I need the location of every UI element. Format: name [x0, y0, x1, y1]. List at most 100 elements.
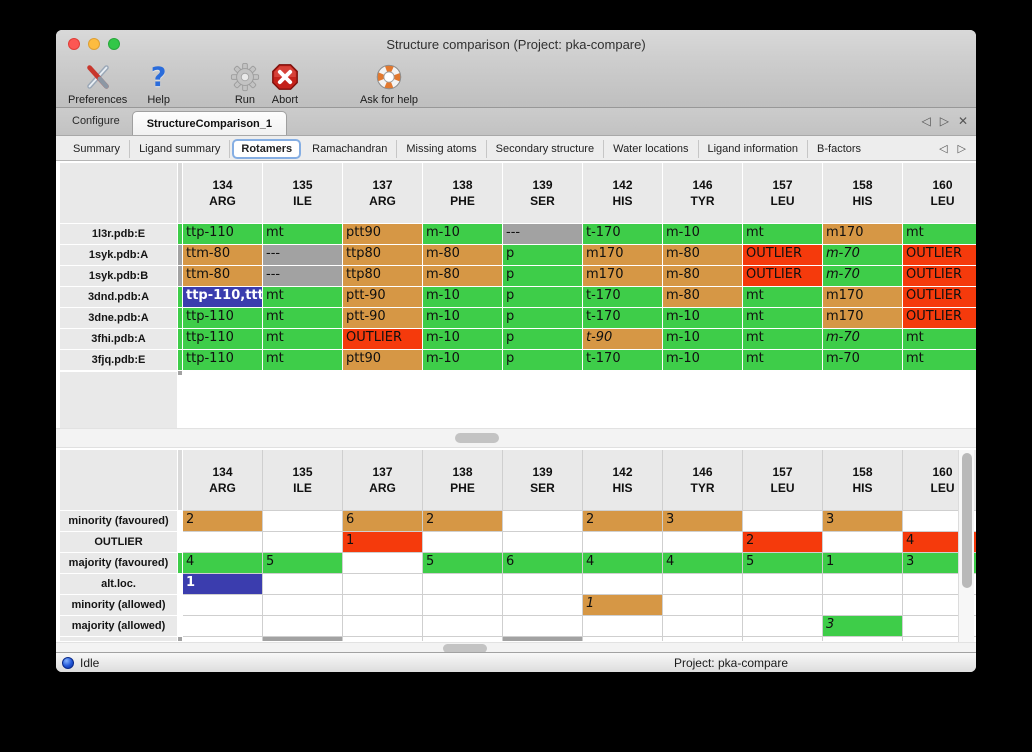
rotamer-cell[interactable]: [263, 595, 342, 615]
rotamer-cell[interactable]: [583, 532, 662, 552]
zoom-window-button[interactable]: [108, 38, 120, 50]
rotamer-cell[interactable]: ttp-110: [183, 329, 262, 349]
rotamer-cell[interactable]: [423, 532, 502, 552]
rotamer-cell[interactable]: m-10: [423, 287, 502, 307]
rotamer-cell[interactable]: [183, 616, 262, 636]
subtab-ramachandran[interactable]: Ramachandran: [303, 140, 398, 158]
row-label[interactable]: 3fhi.pdb:A: [60, 329, 177, 349]
scrollbar-thumb[interactable]: [962, 453, 972, 588]
rotamer-cell[interactable]: mt: [903, 350, 976, 370]
rotamer-cell[interactable]: ttp-110,ttt: [183, 287, 262, 307]
rotamer-cell[interactable]: mt: [743, 224, 822, 244]
rotamer-cell[interactable]: p: [503, 245, 582, 265]
help-button[interactable]: ? Help: [147, 61, 170, 107]
rotamer-cell[interactable]: m-70: [823, 329, 902, 349]
rotamer-cell[interactable]: m-80: [663, 245, 742, 265]
subtab-next-arrow-icon[interactable]: ▷: [957, 142, 966, 155]
abort-button[interactable]: Abort: [266, 59, 304, 107]
rotamer-cell[interactable]: [663, 595, 742, 615]
rotamer-cell[interactable]: 3: [903, 553, 976, 573]
rotamer-cell[interactable]: 1: [823, 553, 902, 573]
subtab-b-factors[interactable]: B-factors: [817, 143, 862, 155]
rotamer-cell[interactable]: mt: [903, 224, 976, 244]
rotamer-cell[interactable]: t-170: [583, 350, 662, 370]
rotamer-cell[interactable]: mt: [263, 287, 342, 307]
rotamer-cell[interactable]: m-70: [823, 350, 902, 370]
rotamer-cell[interactable]: [423, 595, 502, 615]
rotamer-cell[interactable]: m170: [583, 245, 662, 265]
rotamer-cell[interactable]: m170: [823, 308, 902, 328]
rotamer-cell[interactable]: 3: [823, 616, 902, 636]
row-label[interactable]: 3dne.pdb:A: [60, 308, 177, 328]
rotamer-cell[interactable]: m-80: [663, 287, 742, 307]
subtab-secondary-structure[interactable]: Secondary structure: [486, 140, 605, 158]
bottom-splitter-handle[interactable]: [443, 644, 487, 652]
rotamer-cell[interactable]: mt: [743, 350, 822, 370]
rotamer-cell[interactable]: [503, 532, 582, 552]
subtab-summary[interactable]: Summary: [64, 140, 131, 158]
rotamer-cell[interactable]: OUTLIER: [343, 329, 422, 349]
rotamer-cell[interactable]: m170: [823, 287, 902, 307]
rotamer-cell[interactable]: 4: [183, 553, 262, 573]
rotamer-cell[interactable]: [823, 574, 902, 594]
row-label[interactable]: majority (favoured): [60, 553, 177, 573]
tab-structure-comparison-1[interactable]: StructureComparison_1: [131, 111, 288, 135]
rotamer-cell[interactable]: ttp80: [343, 266, 422, 286]
rotamer-cell[interactable]: m-10: [663, 224, 742, 244]
rotamer-cell[interactable]: mt: [743, 308, 822, 328]
rotamer-cell[interactable]: [503, 595, 582, 615]
rotamer-cell[interactable]: ---: [503, 224, 582, 244]
rotamer-cell[interactable]: 6: [503, 553, 582, 573]
rotamer-cell[interactable]: ---: [263, 245, 342, 265]
rotamer-cell[interactable]: [823, 595, 902, 615]
rotamer-cell[interactable]: OUTLIER: [903, 266, 976, 286]
close-window-button[interactable]: [68, 38, 80, 50]
rotamer-cell[interactable]: ttp-110: [183, 350, 262, 370]
rotamer-cell[interactable]: mt: [263, 308, 342, 328]
rotamer-cell[interactable]: [903, 511, 976, 531]
rotamer-cell[interactable]: [183, 595, 262, 615]
rotamer-cell[interactable]: 6: [343, 511, 422, 531]
rotamer-cell[interactable]: 2: [423, 511, 502, 531]
rotamer-cell[interactable]: m-10: [663, 350, 742, 370]
rotamer-cell[interactable]: 5: [263, 553, 342, 573]
horizontal-splitter[interactable]: [56, 428, 976, 448]
rotamer-cell[interactable]: 1: [583, 595, 662, 615]
rotamer-cell[interactable]: ---: [263, 266, 342, 286]
rotamer-cell[interactable]: 1: [343, 532, 422, 552]
rotamer-cell[interactable]: m-80: [423, 245, 502, 265]
rotamer-cell[interactable]: [903, 595, 976, 615]
subtab-missing-atoms[interactable]: Missing atoms: [397, 140, 487, 158]
row-label[interactable]: 1l3r.pdb:E: [60, 224, 177, 244]
rotamer-cell[interactable]: t-170: [583, 308, 662, 328]
rotamer-cell[interactable]: 5: [743, 553, 822, 573]
rotamer-cell[interactable]: m170: [823, 224, 902, 244]
rotamer-cell[interactable]: p: [503, 350, 582, 370]
rotamer-cell[interactable]: m-10: [423, 308, 502, 328]
rotamer-cell[interactable]: t-170: [583, 287, 662, 307]
row-label[interactable]: majority (allowed): [60, 616, 177, 636]
rotamer-cell[interactable]: [343, 616, 422, 636]
rotamer-cell[interactable]: [663, 616, 742, 636]
subtab-ligand-information[interactable]: Ligand information: [698, 140, 809, 158]
preferences-button[interactable]: Preferences: [64, 59, 131, 107]
subtab-water-locations[interactable]: Water locations: [604, 140, 699, 158]
splitter-handle[interactable]: [455, 433, 499, 443]
rotamer-cell[interactable]: m-10: [423, 224, 502, 244]
rotamer-cell[interactable]: [503, 574, 582, 594]
rotamer-cell[interactable]: [263, 532, 342, 552]
rotamer-cell[interactable]: 4: [583, 553, 662, 573]
rotamer-cell[interactable]: OUTLIER: [903, 287, 976, 307]
rotamer-cell[interactable]: mt: [903, 329, 976, 349]
rotamer-cell[interactable]: [903, 616, 976, 636]
subtab-ligand-summary[interactable]: Ligand summary: [130, 140, 231, 158]
rotamer-cell[interactable]: m-10: [663, 308, 742, 328]
rotamer-cell[interactable]: [503, 511, 582, 531]
subtab-rotamers[interactable]: Rotamers: [232, 139, 302, 159]
rotamer-cell[interactable]: p: [503, 308, 582, 328]
rotamer-cell[interactable]: mt: [743, 329, 822, 349]
rotamer-cell[interactable]: m-80: [663, 266, 742, 286]
rotamer-cell[interactable]: [423, 616, 502, 636]
rotamer-cell[interactable]: [343, 553, 422, 573]
rotamer-cell[interactable]: [343, 595, 422, 615]
